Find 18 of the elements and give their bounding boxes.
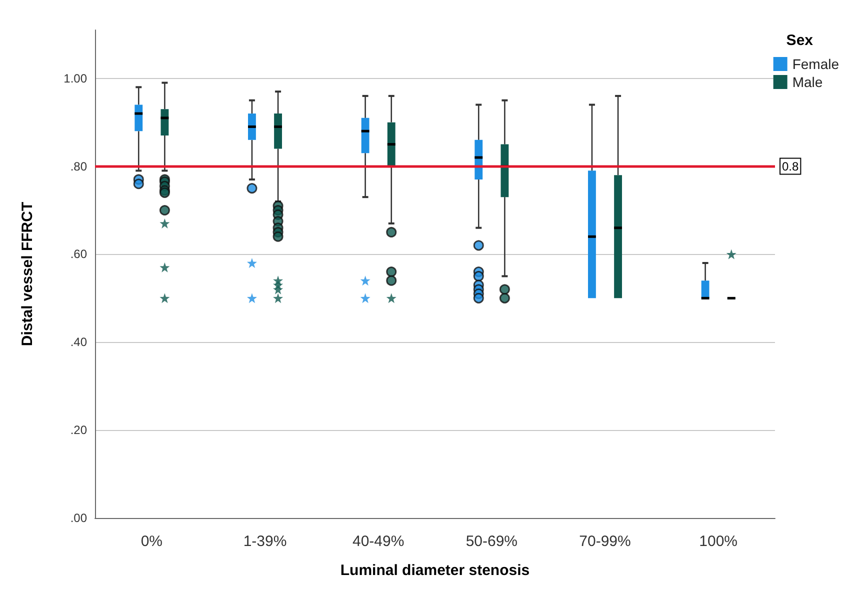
legend-title: Sex <box>786 32 814 49</box>
x-tick-label: 100% <box>699 533 738 550</box>
x-tick-label: 0% <box>140 533 163 550</box>
y-tick-label: .80 <box>70 159 88 174</box>
y-axis-title: Distal vessel FFRCT <box>19 202 36 346</box>
x-tick-label: 1-39% <box>243 533 287 550</box>
y-tick-label: 1.00 <box>64 71 88 86</box>
x-axis-title: Luminal diameter stenosis <box>340 562 530 579</box>
y-tick-label: .40 <box>70 335 88 350</box>
y-tick-label: .00 <box>70 511 88 525</box>
y-tick-label: .60 <box>70 247 88 262</box>
x-tick-label: 50-69% <box>466 533 518 550</box>
y-tick-label: .20 <box>70 423 88 438</box>
legend-label: Male <box>792 74 823 90</box>
ref-line-label: 0.8 <box>782 159 800 174</box>
x-tick-label: 70-99% <box>579 533 631 550</box>
x-tick-label: 40-49% <box>352 533 404 550</box>
legend-label: Female <box>792 56 840 72</box>
